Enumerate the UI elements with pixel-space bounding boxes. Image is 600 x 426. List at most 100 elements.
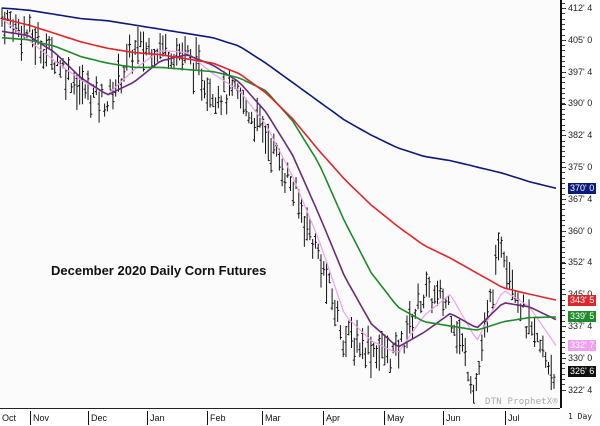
- y-minor-tick: [562, 389, 565, 391]
- y-tick-label: 367' 4: [562, 194, 592, 204]
- y-minor-tick: [562, 71, 565, 73]
- y-minor-tick: [562, 129, 565, 131]
- y-minor-tick: [562, 230, 565, 232]
- y-minor-tick: [562, 145, 565, 147]
- y-minor-tick: [562, 156, 565, 158]
- y-minor-tick: [562, 161, 565, 163]
- y-minor-tick: [562, 225, 565, 227]
- x-month-label: May: [384, 411, 404, 425]
- price-tag: 326' 6: [568, 366, 597, 378]
- y-minor-tick: [562, 193, 565, 195]
- price-tag: 370' 0: [568, 182, 597, 194]
- y-minor-tick: [562, 55, 565, 57]
- x-month-label: Mar: [262, 411, 281, 425]
- y-minor-tick: [562, 18, 565, 20]
- y-tick-label: 345' 0: [562, 289, 592, 299]
- y-minor-tick: [562, 273, 565, 274]
- y-minor-tick: [562, 241, 565, 243]
- y-minor-tick: [562, 29, 565, 31]
- y-tick-label: 360' 0: [562, 226, 592, 236]
- y-minor-tick: [562, 8, 565, 9]
- y-minor-tick: [562, 198, 565, 200]
- y-minor-tick: [562, 108, 565, 110]
- ma-line: [1, 36, 557, 331]
- y-minor-tick: [562, 326, 565, 327]
- y-tick-label: 330' 0: [562, 353, 592, 363]
- y-minor-tick: [562, 251, 565, 253]
- y-minor-tick: [562, 66, 565, 68]
- y-minor-tick: [562, 262, 565, 264]
- x-month-label: Nov: [30, 411, 49, 425]
- y-minor-tick: [562, 257, 565, 259]
- ma-line: [1, 30, 557, 348]
- y-minor-tick: [562, 103, 565, 105]
- y-minor-tick: [562, 87, 565, 89]
- y-minor-tick: [562, 50, 565, 52]
- y-minor-tick: [562, 98, 565, 100]
- y-minor-tick: [562, 82, 565, 84]
- y-minor-tick: [562, 188, 565, 190]
- y-minor-tick: [562, 267, 565, 269]
- moving-average-lines: [1, 7, 557, 353]
- y-minor-tick: [562, 92, 565, 94]
- y-minor-tick: [562, 235, 565, 237]
- y-minor-tick: [562, 320, 565, 322]
- watermark: DTN ProphetX®: [485, 397, 559, 407]
- plot-area[interactable]: December 2020 Daily Corn Futures DTN Pro…: [0, 0, 560, 408]
- y-minor-tick: [562, 177, 565, 179]
- price-tag: 343' 5: [568, 294, 597, 306]
- y-minor-tick: [562, 124, 565, 126]
- period-label[interactable]: 1 Day: [568, 412, 593, 421]
- y-minor-tick: [562, 182, 565, 184]
- y-minor-tick: [562, 39, 565, 41]
- ohlc-bars: [0, 7, 556, 404]
- y-minor-tick: [562, 76, 565, 78]
- x-month-label: Jul: [505, 411, 520, 425]
- y-minor-tick: [562, 209, 565, 211]
- y-minor-tick: [562, 172, 565, 174]
- price-axis[interactable]: 412' 4 405' 0 397' 4 390' 0 382' 4 375' 0 367'…: [560, 0, 600, 408]
- x-month-label: Oct: [2, 413, 17, 423]
- x-month-label: Dec: [88, 411, 107, 425]
- y-tick-label: 405' 0: [562, 35, 592, 45]
- y-minor-tick: [562, 336, 565, 338]
- y-minor-tick: [562, 331, 565, 333]
- y-minor-tick: [562, 299, 565, 301]
- y-minor-tick: [562, 363, 565, 365]
- price-tag: 339' 5: [568, 311, 597, 323]
- price-chart-svg: [0, 7, 557, 404]
- y-tick-label: 412' 4: [562, 3, 592, 13]
- y-minor-tick: [562, 204, 565, 206]
- y-minor-tick: [562, 140, 565, 142]
- ma-line: [1, 18, 557, 353]
- y-minor-tick: [562, 135, 565, 137]
- y-minor-tick: [562, 220, 565, 221]
- y-minor-tick: [562, 114, 565, 115]
- ma-line: [1, 17, 557, 301]
- y-minor-tick: [562, 119, 565, 121]
- y-minor-tick: [562, 304, 565, 306]
- y-minor-tick: [562, 61, 565, 62]
- y-minor-tick: [562, 246, 565, 248]
- y-minor-tick: [562, 379, 565, 380]
- y-minor-tick: [562, 13, 565, 15]
- y-minor-tick: [562, 352, 565, 354]
- y-minor-tick: [562, 214, 565, 216]
- ma-line: [1, 7, 557, 189]
- y-minor-tick: [562, 45, 565, 47]
- y-tick-label: 352' 4: [562, 257, 592, 267]
- time-axis[interactable]: Oct Nov Dec Jan Feb Mar Apr May Jun Jul: [0, 408, 560, 426]
- y-tick-label: 375' 0: [562, 162, 592, 172]
- x-month-label: Feb: [207, 411, 226, 425]
- y-minor-tick: [562, 310, 565, 312]
- y-minor-tick: [562, 278, 565, 280]
- x-month-label: Apr: [323, 411, 340, 425]
- y-minor-tick: [562, 373, 565, 375]
- y-minor-tick: [562, 34, 565, 36]
- y-tick-label: 397' 4: [562, 67, 592, 77]
- chart-title: December 2020 Daily Corn Futures: [51, 263, 267, 278]
- y-minor-tick: [562, 368, 565, 370]
- y-tick-label: 382' 4: [562, 130, 592, 140]
- y-minor-tick: [562, 384, 565, 386]
